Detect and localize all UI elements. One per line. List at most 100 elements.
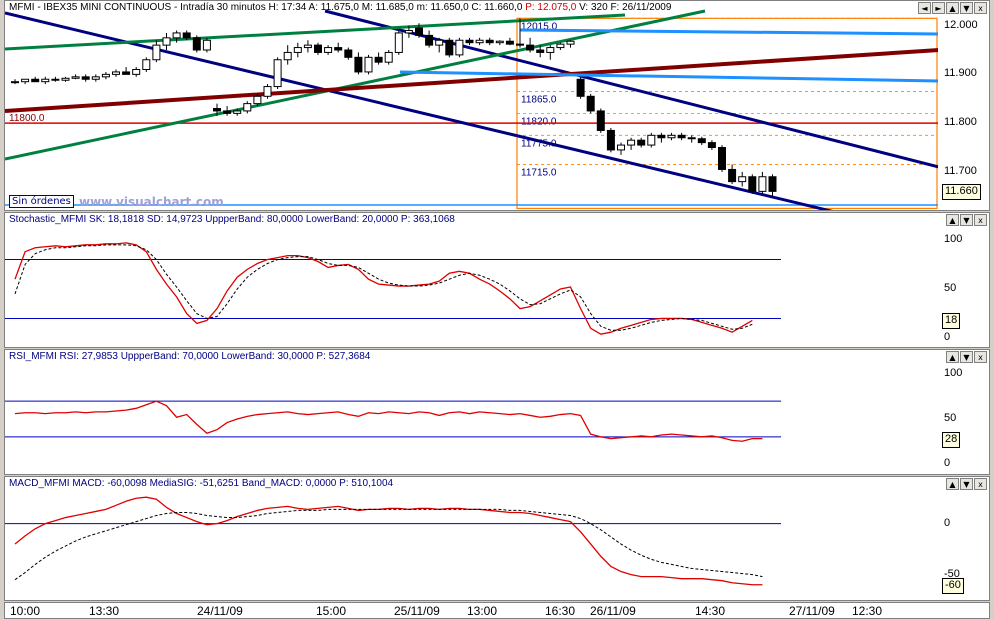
scroll-right-button[interactable]: ►	[932, 2, 945, 14]
candle-body	[303, 44, 312, 49]
level-label: 11865.0	[521, 94, 557, 105]
macd-close-button[interactable]: x	[974, 478, 987, 490]
candle-body	[485, 39, 494, 44]
candle-body	[101, 73, 110, 78]
candle-body	[728, 168, 737, 183]
indicator-tick-label: 0	[944, 331, 951, 344]
scroll-up-button[interactable]: ▲	[946, 2, 959, 14]
macd-axis: 0 -50 -60	[938, 477, 989, 600]
indicator-tick-label: 100	[944, 232, 963, 245]
candle-body	[31, 78, 40, 83]
candle-body	[223, 110, 232, 114]
level-label: 11820.0	[521, 116, 557, 127]
candle-body	[81, 76, 90, 80]
rsi-close-button[interactable]: x	[974, 351, 987, 363]
macd-scroll-up-button[interactable]: ▲	[946, 478, 959, 490]
candle-body	[425, 34, 434, 46]
series-line-sd	[14, 244, 753, 331]
candle-body	[21, 78, 30, 83]
candle-body	[637, 139, 646, 146]
candle-body	[505, 40, 514, 45]
candle-body	[475, 39, 484, 44]
rsi-scroll-down-button[interactable]: ▼	[960, 351, 973, 363]
candle-body	[132, 69, 141, 75]
candle-body	[758, 176, 767, 192]
candle-body	[11, 81, 19, 84]
candle-body	[202, 39, 211, 51]
time-tick-label: 13:30	[89, 604, 120, 618]
stochastic-pane[interactable]: 100 50 0 18 Stochastic_MFMI SK: 18,1818 SD:…	[4, 212, 990, 348]
candle-body	[526, 44, 535, 51]
scroll-down-button[interactable]: ▼	[960, 2, 973, 14]
stoch-scroll-down-button[interactable]: ▼	[960, 214, 973, 226]
candle-body	[627, 139, 636, 146]
price-plot[interactable]: 12015.011865.011820.011775.011715.011625…	[5, 1, 940, 210]
level-label: 12015.0	[521, 21, 558, 32]
rsi-header: RSI_MFMI RSI: 27,9853 UppperBand: 70,000…	[9, 351, 370, 362]
price-tick-label: 12.000	[944, 18, 978, 31]
indicator-tick-label: 100	[944, 367, 963, 380]
candle-body	[617, 144, 625, 151]
candle-body	[293, 47, 302, 53]
candle-body	[112, 71, 120, 75]
candle-body	[41, 78, 50, 83]
candle-body	[697, 138, 706, 144]
ohlc-label: H: 17:34 A: 11.675,0 M: 11.685,0 m: 11.6…	[268, 2, 523, 13]
rsi-pane[interactable]: 100 50 0 28 RSI_MFMI RSI: 27,9853 UppperBan…	[4, 349, 990, 475]
candle-body	[273, 59, 282, 88]
candle-body	[172, 32, 181, 39]
macd-scroll-down-button[interactable]: ▼	[960, 478, 973, 490]
stoch-close-button[interactable]: x	[974, 214, 987, 226]
candle-body	[556, 43, 565, 49]
candle-body	[334, 47, 343, 51]
rsi-pane-buttons: ▲ ▼ x	[946, 351, 987, 363]
rsi-header-text: RSI_MFMI RSI: 27,9853 UppperBand: 70,000…	[9, 351, 371, 362]
orders-badge[interactable]: Sin órdenes	[9, 195, 74, 208]
price-tick-label: 11.800	[944, 116, 977, 129]
candle-body	[667, 134, 676, 139]
stoch-scroll-up-button[interactable]: ▲	[946, 214, 959, 226]
candle-body	[354, 56, 363, 73]
indicator-last-badge: -60	[942, 577, 964, 594]
candle-body	[748, 176, 757, 192]
candle-body	[647, 134, 656, 146]
watermark: www.visualchart.com	[79, 195, 224, 209]
stochastic-plot[interactable]	[5, 213, 940, 347]
downtrend-channel-low	[5, 11, 834, 210]
candle-body	[546, 47, 555, 53]
candle-body	[122, 71, 131, 75]
candle-body	[61, 77, 70, 81]
macd-plot[interactable]	[5, 477, 940, 600]
stochastic-header-text: Stochastic_MFMI SK: 18,1818 SD: 14,9723 …	[9, 214, 455, 225]
price-pane[interactable]: 12015.011865.011820.011775.011715.011625…	[4, 0, 990, 211]
candle-body	[314, 44, 322, 53]
close-button[interactable]: x	[974, 2, 987, 14]
candle-body	[374, 56, 383, 63]
series-line-sk	[14, 242, 753, 335]
candle-body	[606, 129, 615, 151]
scroll-left-button[interactable]: ◄	[918, 2, 931, 14]
darkred-trendline	[5, 48, 939, 113]
candle-body	[404, 30, 413, 34]
candle-body	[718, 147, 726, 170]
candle-body	[91, 76, 100, 80]
candle-body	[415, 27, 423, 36]
candle-body	[394, 32, 403, 53]
macd-pane-buttons: ▲ ▼ x	[946, 478, 987, 490]
candle-body	[707, 142, 716, 148]
macd-chart	[5, 496, 781, 586]
candle-body	[152, 44, 161, 61]
rsi-axis: 100 50 0 28	[938, 350, 989, 474]
candle-body	[192, 37, 201, 51]
candle-body	[324, 47, 333, 53]
candle-body	[344, 49, 353, 58]
rsi-plot[interactable]	[5, 350, 940, 474]
candle-body	[233, 110, 242, 114]
time-axis[interactable]: 10:00 13:30 24/11/09 15:00 25/11/09 13:00 16:3…	[4, 602, 990, 619]
candle-body	[576, 78, 585, 97]
candle-body	[455, 39, 464, 56]
candle-body	[687, 137, 696, 140]
rsi-scroll-up-button[interactable]: ▲	[946, 351, 959, 363]
stochastic-header: Stochastic_MFMI SK: 18,1818 SD: 14,9723 …	[9, 214, 455, 225]
macd-pane[interactable]: 0 -50 -60 MACD_MFMI MACD: -60,0098 MediaSI…	[4, 476, 990, 601]
